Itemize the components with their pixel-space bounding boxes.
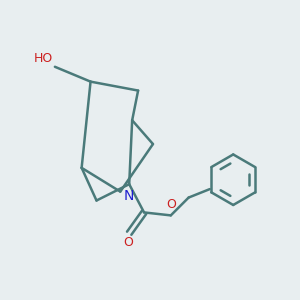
Text: HO: HO <box>34 52 53 65</box>
Text: N: N <box>124 189 134 202</box>
Text: O: O <box>166 198 176 211</box>
Text: O: O <box>123 236 133 249</box>
